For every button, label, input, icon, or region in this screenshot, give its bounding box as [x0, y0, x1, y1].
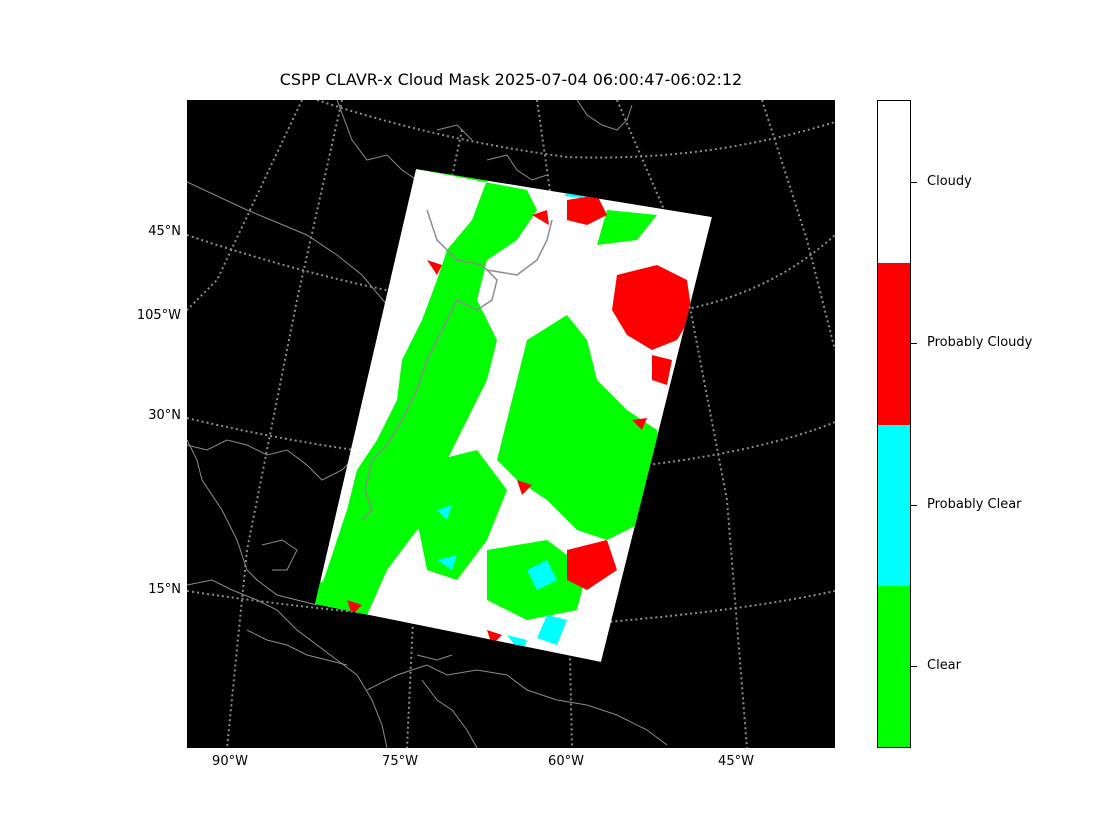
coastline-overlay: [361, 209, 553, 521]
colorbar-clear-segment: [878, 586, 910, 747]
cloud-mask-swath: [315, 169, 712, 662]
colorbar: [877, 100, 911, 748]
coastlines: [187, 100, 668, 748]
colorbar-tick: [910, 505, 917, 506]
colorbar-cloudy-segment: [878, 101, 910, 263]
lon-label-105w: 105°W: [136, 308, 181, 323]
map-canvas: [187, 100, 835, 748]
colorbar-tick: [910, 182, 917, 183]
lat-label-30n: 30°N: [148, 408, 181, 423]
chart-title: CSPP CLAVR-x Cloud Mask 2025-07-04 06:00…: [279, 70, 743, 89]
lon-label-90w: 90°W: [212, 754, 248, 769]
colorbar-tick: [910, 666, 917, 667]
colorbar-label-clear: Clear: [927, 658, 961, 673]
lon-label-60w: 60°W: [548, 754, 584, 769]
colorbar-tick: [910, 343, 917, 344]
colorbar-label-probably-cloudy: Probably Cloudy: [927, 335, 1033, 350]
colorbar-label-probably-clear: Probably Clear: [927, 497, 1022, 512]
lon-label-45w: 45°W: [718, 754, 754, 769]
colorbar-probably-clear-segment: [878, 425, 910, 586]
lon-label-75w: 75°W: [382, 754, 418, 769]
lat-label-45n: 45°N: [148, 224, 181, 239]
lat-label-15n: 15°N: [148, 582, 181, 597]
map-panel: [187, 100, 835, 748]
colorbar-probably-cloudy-segment: [878, 263, 910, 425]
colorbar-label-cloudy: Cloudy: [927, 174, 972, 189]
